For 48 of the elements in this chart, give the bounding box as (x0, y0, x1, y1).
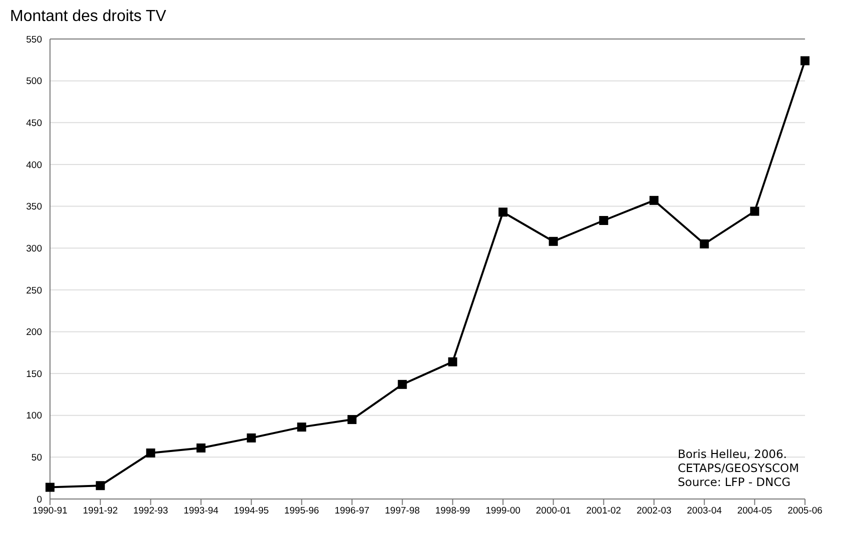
point (750, 206, 760, 216)
y-tick-label: 200 (26, 327, 42, 338)
x-tick-label: 1992-93 (133, 506, 168, 517)
x-tick-label: 1990-91 (32, 506, 68, 517)
point (448, 357, 458, 366)
point (650, 196, 658, 205)
y-tick-label: 400 (26, 160, 42, 171)
point (548, 236, 558, 246)
point (498, 208, 508, 217)
point (246, 433, 256, 442)
x-tick-label: 1999-00 (486, 506, 520, 517)
point (297, 422, 306, 432)
y-tick-label: 0 (36, 494, 42, 506)
x-tick-label: 1991-92 (82, 506, 118, 517)
x-tick-label: 1997-98 (384, 506, 420, 517)
annotation: CETAPS/GEOSYSCOM (678, 461, 799, 475)
x-tick-label: 2001-02 (586, 506, 622, 517)
point (348, 415, 356, 424)
y-tick-label: 50 (31, 452, 42, 464)
y-tick-label: 300 (26, 243, 42, 254)
point (146, 448, 156, 458)
point (46, 482, 54, 492)
point (196, 443, 206, 452)
y-tick-label: 350 (26, 202, 42, 213)
annotation: Boris Helleu, 2006. (678, 447, 788, 461)
annotation: Source: LFP - DNCG (678, 475, 792, 489)
point (800, 56, 810, 66)
y-tick-label: 100 (26, 410, 42, 422)
y-tick-label: 500 (26, 76, 42, 88)
point (96, 481, 105, 490)
x-tick-label: 2004-05 (737, 506, 772, 517)
x-tick-label: 1998-99 (435, 506, 470, 517)
x-tick-label: 2005-06 (788, 506, 822, 517)
point (398, 380, 407, 389)
x-tick-label: 1993-94 (184, 506, 218, 517)
y-tick-label: 150 (26, 368, 42, 380)
chart-title: Montant des droits TV (10, 8, 166, 26)
y-tick-label: 250 (26, 285, 42, 296)
x-tick-label: 1995-96 (284, 506, 320, 517)
x-tick-label: 2003-04 (686, 506, 722, 517)
point (700, 239, 709, 248)
y-tick-label: 550 (26, 34, 42, 46)
x-tick-label: 1994-95 (234, 506, 269, 517)
x-tick-label: 2000-01 (536, 506, 571, 517)
x-tick-label: 1996-97 (334, 506, 370, 517)
y-tick-label: 450 (26, 118, 42, 130)
x-tick-label: 2002-03 (636, 506, 672, 517)
point (599, 216, 608, 225)
